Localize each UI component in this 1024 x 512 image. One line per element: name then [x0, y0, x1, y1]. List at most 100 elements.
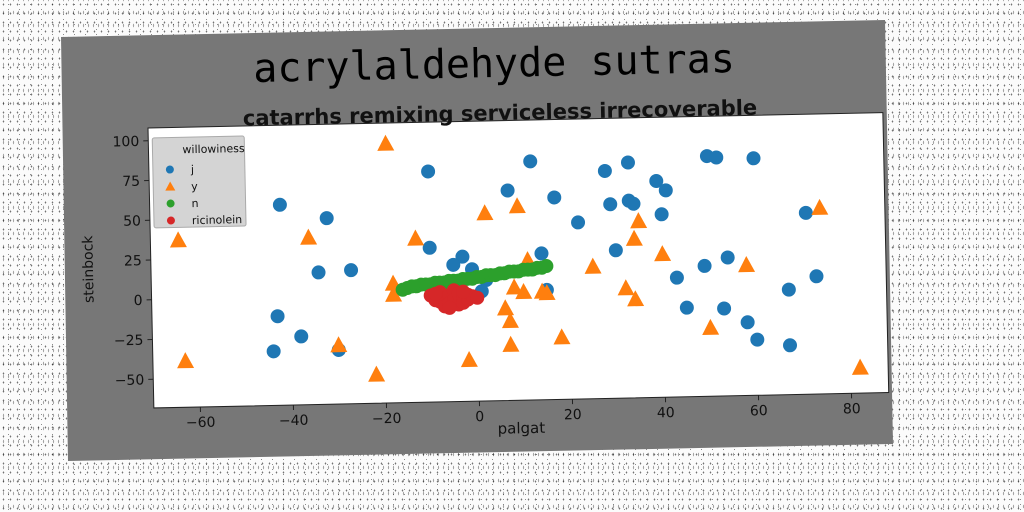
point-y	[502, 335, 520, 352]
point-y	[330, 336, 348, 353]
x-tick-label: 40	[657, 405, 675, 421]
point-n	[539, 259, 554, 274]
point-y	[515, 282, 533, 300]
point-j	[294, 329, 309, 344]
point-y	[738, 256, 756, 273]
x-tick-label: −20	[372, 411, 402, 428]
y-axis-label: steinbock	[80, 235, 97, 304]
point-j	[446, 257, 461, 272]
legend-title: willowiness	[182, 142, 245, 156]
x-tick-label: −40	[279, 413, 309, 430]
x-axis-label: palgat	[497, 419, 545, 438]
point-j	[781, 282, 796, 297]
point-j	[798, 205, 813, 220]
point-y	[505, 278, 523, 295]
legend-marker-ricinolein	[166, 216, 175, 225]
point-y	[169, 231, 187, 248]
point-j	[697, 258, 712, 273]
x-tick-label: 0	[475, 409, 484, 425]
legend-marker-y	[165, 181, 176, 191]
point-j	[266, 344, 281, 359]
point-j	[422, 240, 437, 255]
point-y	[811, 198, 829, 215]
x-tick-label: 80	[843, 401, 861, 417]
point-j	[344, 263, 359, 278]
point-y	[385, 285, 403, 302]
point-j	[421, 164, 436, 179]
legend-label-n: n	[191, 197, 198, 210]
point-y	[702, 318, 720, 336]
point-j	[679, 300, 694, 315]
point-j	[597, 163, 612, 178]
chart-title: acrylaldehyde sutras	[253, 36, 735, 92]
series-ricinolein	[423, 283, 485, 315]
point-j	[669, 270, 684, 285]
y-tick-label: 75	[122, 174, 140, 190]
point-j	[571, 215, 586, 230]
point-y	[508, 197, 526, 214]
point-j	[534, 246, 549, 261]
point-y	[584, 257, 602, 274]
point-y	[851, 358, 869, 375]
point-j	[783, 338, 798, 353]
point-j	[455, 249, 470, 264]
y-tick-label: −50	[115, 372, 145, 389]
point-j	[270, 309, 285, 324]
legend-box	[151, 135, 247, 229]
point-y	[538, 284, 556, 301]
point-y	[617, 279, 635, 296]
y-tick-label: 0	[134, 293, 143, 309]
point-y	[497, 299, 515, 316]
legend-label-y: y	[191, 180, 198, 193]
point-j	[809, 269, 824, 284]
point-y	[177, 352, 195, 369]
point-y	[460, 350, 478, 368]
point-j	[746, 151, 761, 166]
point-y	[630, 212, 648, 229]
point-y	[627, 290, 645, 307]
point-j	[319, 211, 334, 226]
y-tick-label: 100	[112, 134, 139, 151]
x-tick-label: −60	[186, 415, 216, 432]
point-j	[740, 315, 755, 330]
point-y	[553, 328, 571, 345]
point-j	[311, 265, 326, 280]
point-j	[500, 183, 515, 198]
y-tick-label: 25	[124, 253, 142, 269]
x-tick-label: 20	[564, 407, 582, 423]
y-tick-label: −25	[114, 333, 144, 350]
point-y	[476, 204, 494, 221]
point-j	[523, 154, 538, 169]
legend-marker-n	[166, 199, 175, 208]
point-ricinolein	[442, 300, 457, 315]
legend-label-ricinolein: ricinolein	[192, 213, 243, 227]
point-j	[620, 155, 635, 170]
x-tick-label: 60	[750, 403, 768, 419]
plot-area	[147, 112, 890, 409]
legend: willowiness jyn ricinolein	[151, 135, 247, 229]
point-ricinolein	[470, 290, 485, 305]
point-y	[300, 228, 318, 245]
point-j	[626, 196, 641, 211]
point-y	[625, 229, 643, 246]
point-j	[649, 174, 664, 189]
point-y	[407, 229, 425, 246]
point-y	[377, 134, 395, 151]
point-j	[750, 332, 765, 347]
point-j	[717, 301, 732, 316]
legend-label-j: j	[190, 163, 194, 176]
point-j	[608, 243, 623, 258]
legend-marker-j	[165, 165, 174, 174]
point-j	[654, 207, 669, 222]
point-y	[368, 365, 386, 382]
point-j	[603, 197, 618, 212]
point-j	[658, 183, 673, 198]
point-ricinolein	[428, 286, 443, 301]
point-y	[654, 245, 672, 262]
point-j	[547, 190, 562, 205]
point-ricinolein	[456, 284, 471, 299]
point-j	[720, 250, 735, 265]
point-j	[272, 197, 287, 212]
y-tick-label: 50	[123, 213, 141, 229]
